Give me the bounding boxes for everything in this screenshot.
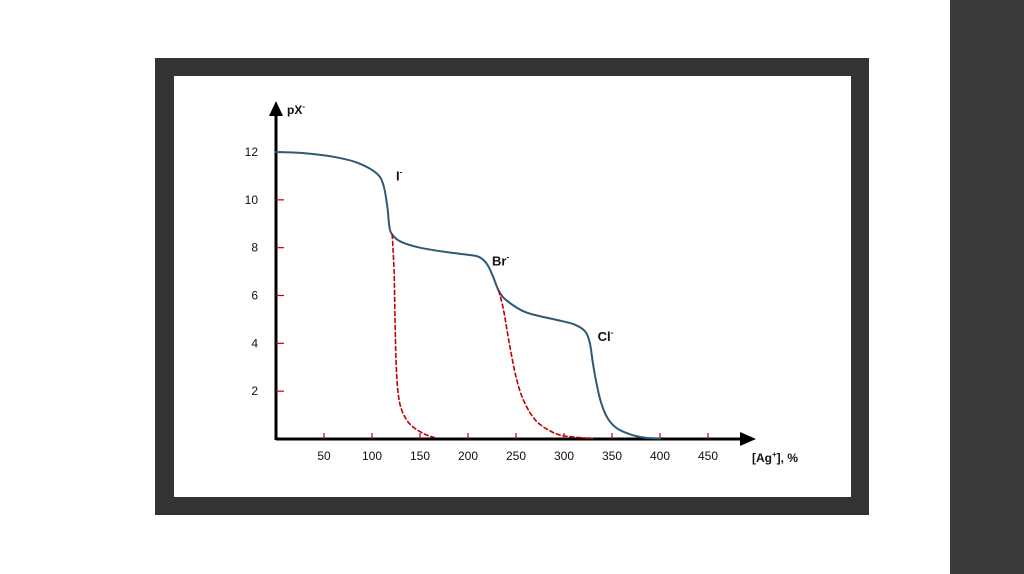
x-tick-label: 200 <box>458 449 478 463</box>
curve-label: Cl- <box>598 328 614 344</box>
y-tick-label: 10 <box>245 193 259 207</box>
y-axis-title: pX- <box>287 102 305 117</box>
x-axis-title-sup: + <box>772 450 777 459</box>
curve-labels: I- Br- Cl- <box>396 168 614 344</box>
y-axis-title-sup: - <box>302 102 305 111</box>
y-tick-label: 2 <box>251 384 258 398</box>
side-panel-strip <box>950 0 1024 574</box>
chart-area <box>174 76 851 497</box>
labels: pX- [Ag+], % <box>287 102 798 465</box>
main-titration-curve <box>275 151 661 440</box>
x-axis-title: [Ag+], % <box>752 450 798 465</box>
x-axis-arrowhead <box>740 432 756 446</box>
y-tick-label: 8 <box>251 241 258 255</box>
x-axis-title-prefix: [Ag <box>752 451 772 465</box>
axes <box>269 101 756 446</box>
x-tick-label: 350 <box>602 449 622 463</box>
x-tick-label: 450 <box>698 449 718 463</box>
series <box>275 151 661 440</box>
y-tick-label: 6 <box>251 289 258 303</box>
x-tick-label: 150 <box>410 449 430 463</box>
y-axis-title-main: pX <box>287 103 302 117</box>
x-tick-label: 300 <box>554 449 574 463</box>
curve-label: I- <box>396 168 403 184</box>
curve-label: Br- <box>492 253 509 269</box>
x-tick-label: 250 <box>506 449 526 463</box>
ticks: 50 100 150 200 250 300 350 400 450 2 4 6 8 10 12 <box>245 145 719 463</box>
y-tick-label: 4 <box>251 336 258 350</box>
x-tick-label: 100 <box>362 449 382 463</box>
x-tick-label: 50 <box>317 449 331 463</box>
dashed-titration-curve <box>391 233 439 440</box>
x-tick-label: 400 <box>650 449 670 463</box>
y-axis-arrowhead <box>269 101 283 116</box>
x-axis-title-suffix: ], % <box>777 451 799 465</box>
y-tick-label: 12 <box>245 145 259 159</box>
dashed-titration-curve <box>497 289 594 440</box>
